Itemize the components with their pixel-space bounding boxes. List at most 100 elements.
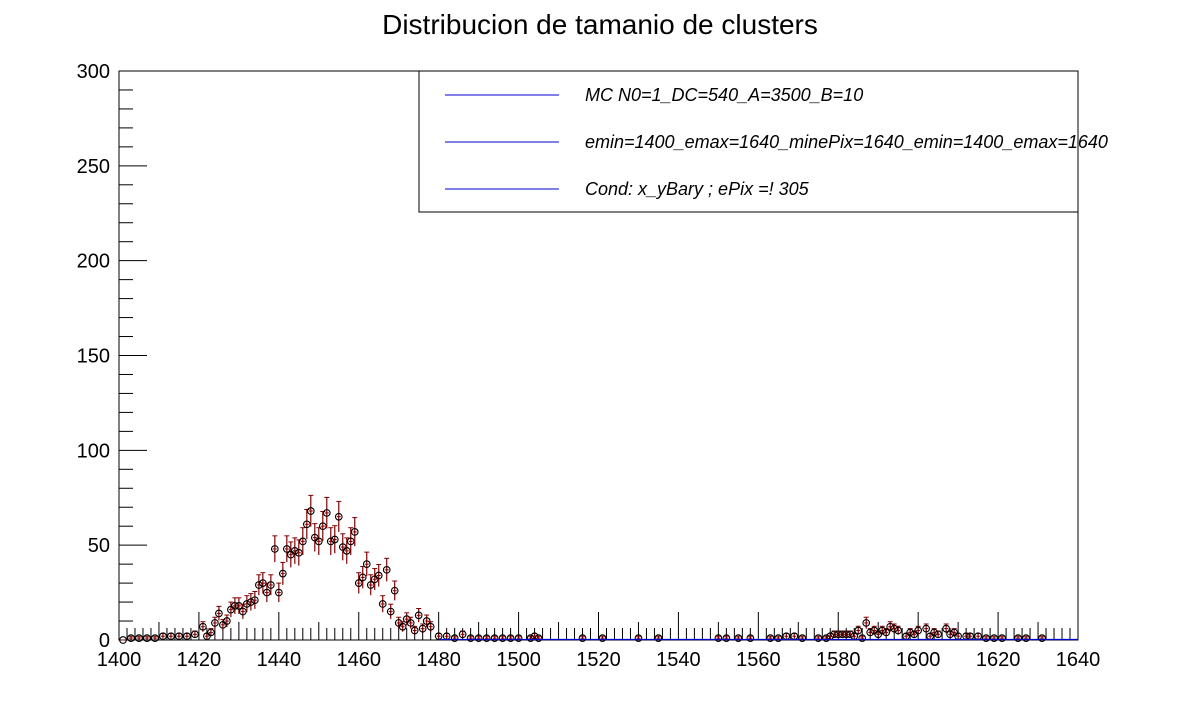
marker <box>358 573 367 582</box>
marker <box>854 626 863 635</box>
y-axis: 0 50 100 150 200 250 300 <box>77 61 147 652</box>
data-point <box>127 634 135 642</box>
marker <box>746 634 755 642</box>
marker <box>422 617 431 625</box>
data-point <box>286 541 295 568</box>
marker <box>266 581 275 589</box>
marker <box>498 634 507 642</box>
data-point <box>326 527 335 556</box>
marker <box>390 586 399 595</box>
marker <box>143 634 151 642</box>
marker <box>290 547 299 555</box>
marker <box>338 543 347 551</box>
y-tick-label: 0 <box>99 630 110 652</box>
marker <box>326 537 335 546</box>
marker <box>410 626 419 635</box>
y-tick-label: 150 <box>77 346 110 368</box>
marker <box>942 624 950 633</box>
data-point <box>274 582 283 603</box>
marker <box>119 636 127 644</box>
data-point <box>534 634 543 642</box>
marker <box>167 632 175 641</box>
data-point <box>215 605 223 621</box>
data-point <box>398 621 407 632</box>
data-point <box>474 634 483 642</box>
x-tick-label: 1400 <box>97 649 142 671</box>
marker <box>466 634 475 642</box>
data-point <box>370 568 379 591</box>
marker <box>382 565 391 574</box>
data-point <box>223 614 231 628</box>
legend-entry-2: emin=1400_emax=1640_minePix=1640_emin=14… <box>585 132 1108 152</box>
marker <box>894 626 903 635</box>
y-tick-label: 250 <box>77 156 110 178</box>
marker <box>886 622 895 631</box>
x-tick-label: 1520 <box>576 649 621 671</box>
marker <box>322 509 331 517</box>
marker <box>930 628 939 637</box>
marker <box>251 596 259 605</box>
marker <box>858 634 867 642</box>
marker <box>374 571 383 580</box>
marker <box>414 611 423 620</box>
data-point <box>514 634 523 642</box>
marker <box>211 619 219 627</box>
marker <box>998 634 1006 642</box>
data-point <box>406 616 415 629</box>
marker <box>862 619 871 627</box>
data-point <box>942 623 950 634</box>
x-tick-label: 1440 <box>257 649 302 671</box>
marker <box>814 634 823 642</box>
data-point <box>159 632 167 641</box>
marker <box>370 575 379 584</box>
data-point <box>306 494 315 527</box>
data-point <box>434 632 443 641</box>
data-point <box>874 630 883 639</box>
data-point <box>342 537 351 564</box>
marker <box>914 626 923 635</box>
marker <box>318 522 327 531</box>
y-tick-label: 300 <box>77 61 110 83</box>
data-point <box>227 601 235 618</box>
x-axis: 1400 1420 1440 1460 1480 1500 1520 1540 1560 1580… <box>97 612 1100 671</box>
marker <box>906 628 915 637</box>
data-point <box>330 525 339 554</box>
marker <box>406 619 415 627</box>
data-point <box>894 625 903 635</box>
x-tick-label: 1420 <box>177 649 222 671</box>
data-point <box>870 625 879 635</box>
data-point <box>906 628 915 637</box>
marker <box>286 550 295 559</box>
marker <box>578 634 587 642</box>
marker <box>394 619 403 627</box>
marker <box>334 512 343 521</box>
data-point <box>506 634 515 642</box>
data-point <box>151 634 159 642</box>
marker <box>890 624 899 633</box>
x-tick-label: 1580 <box>816 649 861 671</box>
marker <box>386 607 395 616</box>
marker <box>1038 634 1046 642</box>
marker <box>298 537 307 546</box>
marker <box>278 569 287 578</box>
marker <box>982 634 990 642</box>
marker <box>866 628 875 637</box>
marker <box>235 602 243 610</box>
marker <box>255 581 263 589</box>
x-tick-label: 1560 <box>736 649 781 671</box>
data-point <box>378 595 387 613</box>
marker <box>878 626 887 635</box>
marker <box>306 507 315 515</box>
data-point <box>310 523 319 552</box>
data-point <box>746 634 755 642</box>
marker <box>846 630 855 639</box>
marker <box>798 634 807 642</box>
data-point <box>922 623 931 634</box>
data-point <box>910 630 919 639</box>
data-point <box>167 632 175 641</box>
data-point <box>426 621 435 632</box>
marker <box>274 588 283 597</box>
x-tick-label: 1600 <box>896 649 941 671</box>
marker <box>207 628 215 637</box>
marker <box>378 600 387 608</box>
